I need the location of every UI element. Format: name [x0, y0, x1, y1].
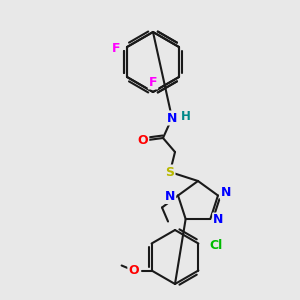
Text: F: F	[149, 76, 157, 88]
Text: O: O	[138, 134, 148, 148]
Text: Cl: Cl	[210, 239, 223, 252]
Text: S: S	[166, 166, 175, 178]
Text: N: N	[167, 112, 177, 124]
Text: O: O	[128, 264, 139, 277]
Text: H: H	[181, 110, 191, 122]
Text: N: N	[221, 186, 231, 199]
Text: N: N	[213, 214, 224, 226]
Text: N: N	[165, 190, 175, 203]
Text: F: F	[112, 41, 120, 55]
